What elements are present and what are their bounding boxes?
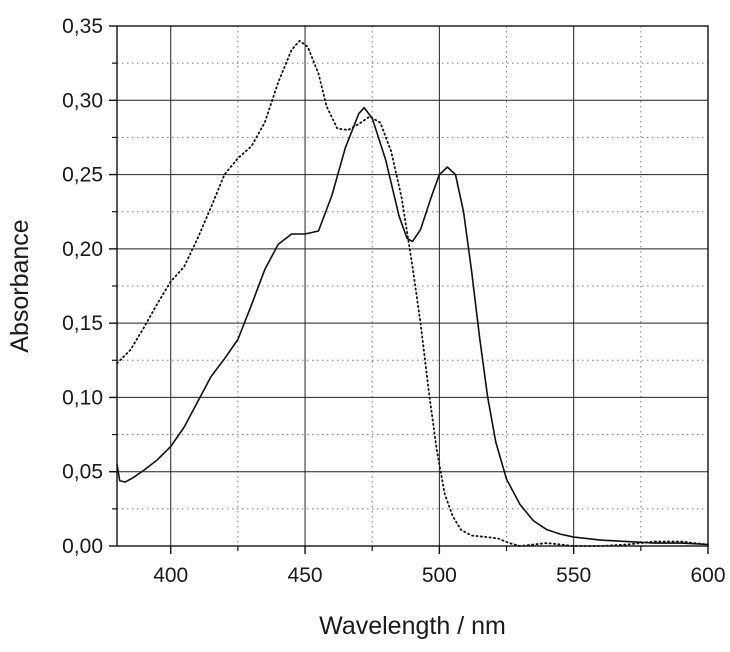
x-tick-labels: 400 450 500 550 600 [153, 564, 725, 587]
y-tick-label: 0,30 [62, 89, 103, 112]
minor-gridlines [117, 26, 708, 546]
dotted-spectrum-line [116, 39, 709, 547]
x-tick-label: 600 [690, 564, 725, 587]
y-tick-label: 0,25 [62, 164, 103, 187]
y-tick-label: 0,10 [62, 386, 103, 409]
y-tick-label: 0,15 [62, 312, 103, 335]
y-tick-label: 0,05 [62, 461, 103, 484]
y-tick-label: 0,20 [62, 238, 103, 261]
x-tick-label: 500 [422, 564, 457, 587]
y-tick-label: 0,35 [62, 15, 103, 38]
solid-spectrum-line [116, 106, 709, 546]
y-tick-labels: 0,00 0,05 0,10 0,15 0,20 0,25 0,30 0,35 [62, 15, 103, 558]
x-axis-title: Wavelength / nm [319, 612, 506, 640]
y-axis-title: Absorbance [6, 219, 34, 352]
x-tick-label: 400 [153, 564, 188, 587]
y-tick-label: 0,00 [62, 535, 103, 558]
x-tick-label: 450 [288, 564, 323, 587]
x-tick-label: 550 [556, 564, 591, 587]
axis-ticks [109, 25, 709, 554]
major-gridlines [117, 26, 708, 546]
spectrum-series [116, 39, 709, 547]
